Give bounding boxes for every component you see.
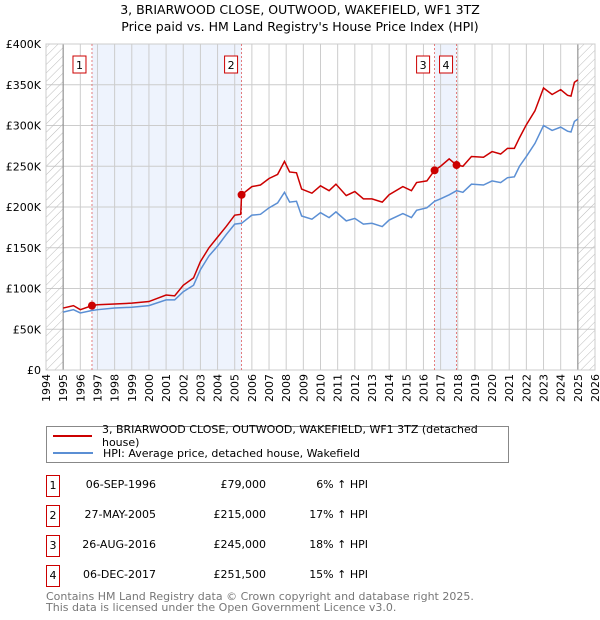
price-chart: 1994 1995 1996 1997 1998 1999 2000 2001 2002 2003… — [6, 38, 600, 402]
x-tick-label: 2014 — [383, 374, 396, 402]
sale-date: 26-AUG-2016 — [82, 538, 156, 551]
footer-licence: This data is licensed under the Open Gov… — [46, 601, 397, 614]
x-tick-label: 1994 — [40, 374, 53, 402]
x-tick-label: 1999 — [126, 374, 139, 402]
x-tick-label: 1996 — [74, 374, 87, 402]
x-tick-label: 1995 — [57, 374, 70, 402]
y-tick-label: £350K — [6, 79, 42, 92]
y-tick-label: £150K — [6, 242, 42, 255]
sale-label-box — [439, 55, 454, 74]
sale-hpi-diff: 18% ↑ HPI — [309, 538, 368, 551]
sale-label: 3 — [420, 59, 427, 72]
legend: 3, BRIARWOOD CLOSE, OUTWOOD, WAKEFIELD, … — [46, 423, 509, 463]
y-tick-label: £200K — [6, 201, 42, 214]
chart-subtitle: Price paid vs. HM Land Registry's House … — [121, 19, 479, 34]
x-tick-label: 2004 — [212, 374, 225, 402]
x-tick-label: 2023 — [538, 374, 551, 402]
y-tick-label: £0 — [27, 364, 41, 377]
sale-number: 4 — [46, 565, 60, 587]
sale-date: 06-DEC-2017 — [82, 568, 156, 581]
sale-label-box — [72, 55, 87, 74]
sale-label-box — [224, 55, 239, 74]
y-tick-label: £400K — [6, 38, 42, 51]
x-tick-label: 2016 — [417, 374, 430, 402]
x-tick-label: 2021 — [503, 374, 516, 402]
sale-number: 3 — [46, 535, 60, 557]
x-tick-label: 2024 — [555, 374, 568, 402]
x-tick-label: 2017 — [435, 374, 448, 402]
sale-price: £79,000 — [220, 478, 267, 491]
sale-price: £215,000 — [213, 508, 267, 521]
x-tick-label: 2001 — [160, 374, 173, 402]
property-price-line — [62, 79, 579, 311]
x-tick-label: 2011 — [332, 374, 345, 402]
sale-price: £245,000 — [213, 538, 267, 551]
y-tick-label: £100K — [6, 283, 42, 296]
x-tick-label: 2012 — [349, 374, 362, 402]
sale-label: 4 — [443, 59, 450, 72]
x-tick-label: 2015 — [400, 374, 413, 402]
x-tick-label: 2025 — [572, 374, 585, 402]
hpi-line — [62, 118, 579, 314]
y-tick-label: £300K — [6, 120, 42, 133]
x-tick-label: 2006 — [246, 374, 259, 402]
legend-hpi: HPI: Average price, detached house, Wake… — [103, 446, 361, 460]
x-tick-label: 2009 — [297, 374, 310, 402]
sale-label: 2 — [228, 59, 235, 72]
sale-hpi-diff: 6% ↑ HPI — [316, 478, 368, 491]
sale-date: 27-MAY-2005 — [84, 508, 156, 521]
sale-point — [237, 190, 246, 199]
sale-point — [452, 161, 461, 170]
x-tick-label: 2000 — [143, 374, 156, 402]
x-tick-label: 2002 — [177, 374, 190, 402]
x-tick-label: 2005 — [229, 374, 242, 402]
sale-number: 1 — [46, 475, 60, 497]
x-tick-label: 1998 — [109, 374, 122, 402]
x-tick-label: 2019 — [469, 374, 482, 402]
sale-point — [87, 301, 96, 310]
hatched-region — [46, 44, 64, 370]
sale-hpi-diff: 15% ↑ HPI — [309, 568, 368, 581]
footer-copyright: Contains HM Land Registry data © Crown c… — [46, 590, 474, 603]
legend-property: 3, BRIARWOOD CLOSE, OUTWOOD, WAKEFIELD, … — [101, 423, 478, 449]
x-tick-label: 2026 — [589, 374, 600, 402]
x-tick-label: 2007 — [263, 374, 276, 402]
sale-date: 06-SEP-1996 — [85, 478, 156, 491]
x-tick-label: 1997 — [91, 374, 104, 402]
chart-title: 3, BRIARWOOD CLOSE, OUTWOOD, WAKEFIELD, … — [120, 2, 480, 17]
x-tick-label: 2013 — [366, 374, 379, 402]
sale-point — [430, 166, 439, 175]
y-tick-label: £250K — [6, 160, 42, 173]
x-tick-label: 2018 — [452, 374, 465, 402]
x-tick-label: 2020 — [486, 374, 499, 402]
x-tick-label: 2003 — [194, 374, 207, 402]
sale-price: £251,500 — [213, 568, 267, 581]
y-tick-label: £50K — [13, 323, 42, 336]
sale-label: 1 — [76, 59, 83, 72]
plot-frame — [45, 43, 596, 371]
sale-label-box — [416, 55, 431, 74]
legend-red-swatch — [53, 435, 92, 437]
x-tick-label: 2010 — [315, 374, 328, 402]
sale-hpi-diff: 17% ↑ HPI — [309, 508, 368, 521]
x-tick-label: 2008 — [280, 374, 293, 402]
sale-number: 2 — [46, 505, 60, 527]
legend-blue-swatch — [53, 452, 93, 454]
hatched-region — [577, 44, 595, 370]
x-tick-label: 2022 — [520, 374, 533, 402]
